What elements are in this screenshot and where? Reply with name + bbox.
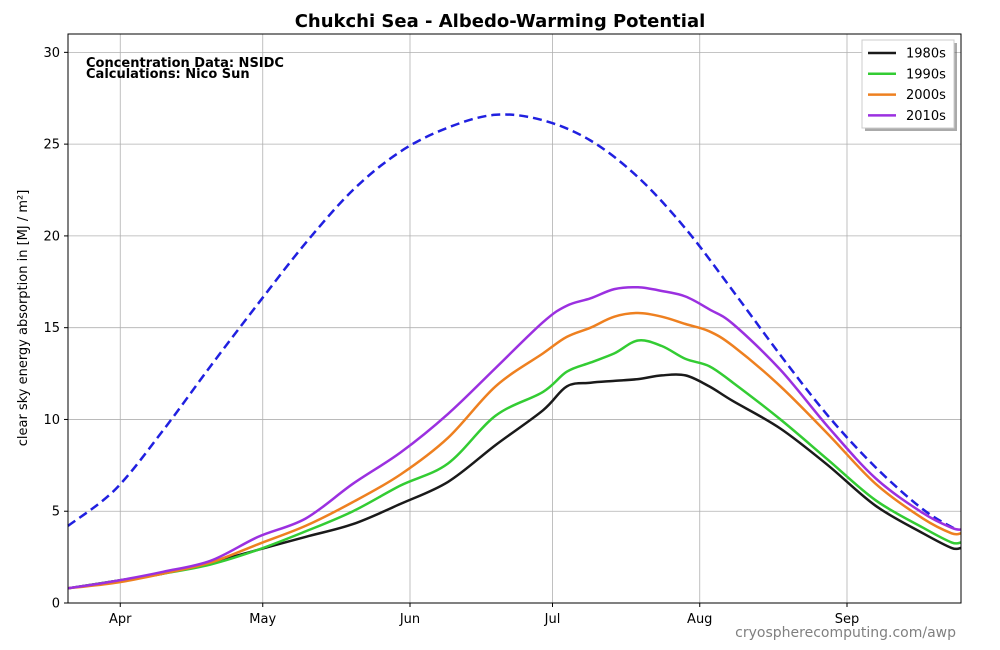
x-tick-label: Jun: [399, 612, 420, 627]
legend-box: [861, 39, 955, 129]
y-tick-label: 25: [43, 138, 60, 153]
plot-frame: [67, 33, 962, 604]
reference-curve-layer: [67, 113, 957, 531]
y-tick-label: 20: [43, 229, 60, 244]
x-tick-label: Sep: [835, 612, 860, 627]
y-tick-label: 5: [52, 505, 60, 520]
legend-label-2010s: 2010s: [906, 109, 946, 124]
x-tick-label: Aug: [687, 612, 712, 627]
note-concentration: Concentration Data: NSIDC: [86, 56, 284, 71]
x-tick-label: Jul: [544, 612, 561, 627]
grid-lines: [68, 34, 961, 604]
reference-curve: [67, 113, 957, 531]
series-line-2000s: [67, 311, 962, 590]
legend: 1980s 1990s 2000s 2010s: [861, 39, 957, 131]
note-calculations: Calculations: Nico Sun: [86, 67, 250, 82]
legend-label-1980s: 1980s: [906, 47, 946, 62]
y-tick-label: 0: [52, 597, 60, 612]
series-line-2010s: [67, 285, 962, 590]
legend-label-1990s: 1990s: [906, 67, 946, 82]
chart-title: Chukchi Sea - Albedo-Warming Potential: [295, 11, 706, 32]
y-tick-label: 15: [43, 321, 60, 336]
x-tick-label: May: [249, 612, 276, 627]
series-line-1980s: [67, 373, 962, 590]
x-tick-label: Apr: [109, 612, 132, 627]
x-axis: Apr May Jun Jul Aug Sep: [109, 603, 859, 627]
y-axis-label: clear sky energy absorption in [MJ / m²]: [16, 190, 31, 447]
series-layer: [67, 285, 962, 590]
y-axis: 0 5 10 15 20 25 30: [43, 46, 68, 612]
credit-text: cryospherecomputing.com/awp: [735, 625, 956, 641]
y-tick-label: 30: [43, 46, 60, 61]
y-tick-label: 10: [43, 413, 60, 428]
legend-label-2000s: 2000s: [906, 88, 946, 103]
series-line-1990s: [67, 339, 962, 590]
